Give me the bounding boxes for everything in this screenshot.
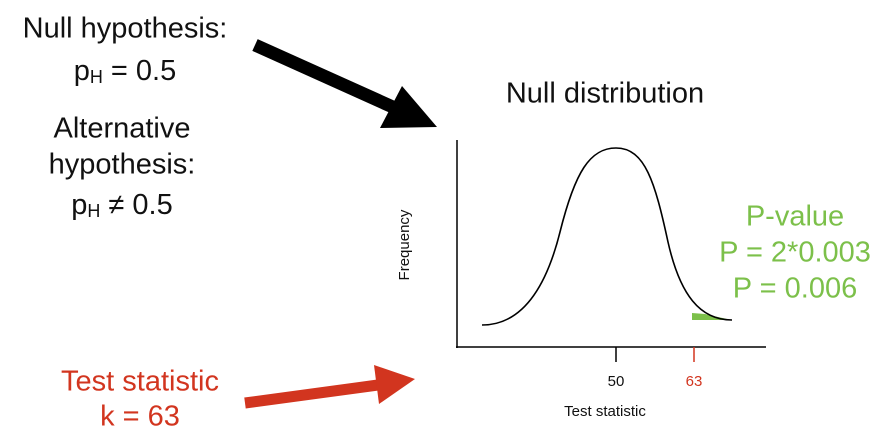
test-statistic-line: k = 63 xyxy=(100,401,180,433)
null-hypothesis-formula: pH = 0.5 xyxy=(74,55,176,87)
tick-label: 50 xyxy=(608,373,625,390)
tick-label: 63 xyxy=(686,373,703,390)
alt-hypothesis-line: Alternative xyxy=(53,113,190,145)
null-curve xyxy=(481,147,733,326)
plot-title: Null distribution xyxy=(506,78,704,110)
relation: = 0.5 xyxy=(111,55,176,87)
arrow-shaft xyxy=(252,39,398,114)
arrow-shaft xyxy=(244,379,379,409)
alt-hypothesis-line: hypothesis: xyxy=(49,149,196,181)
arrow-head xyxy=(380,86,437,128)
symbol: p xyxy=(71,189,87,221)
y-axis-label: Frequency xyxy=(396,209,413,280)
alt-hypothesis-formula: pH ≠ 0.5 xyxy=(71,189,172,221)
subscript: H xyxy=(87,201,100,221)
arrow-head xyxy=(374,365,415,404)
p-value-line: P = 2*0.003 xyxy=(719,237,871,269)
p-value-line: P = 0.006 xyxy=(733,273,857,305)
test-statistic-line: Test statistic xyxy=(61,366,219,398)
null-hypothesis-label: Null hypothesis: xyxy=(23,13,228,45)
relation: ≠ 0.5 xyxy=(108,189,172,221)
x-axis-label: Test statistic xyxy=(564,403,646,420)
subscript: H xyxy=(90,67,103,87)
p-value-line: P-value xyxy=(746,201,844,233)
symbol: p xyxy=(74,55,90,87)
